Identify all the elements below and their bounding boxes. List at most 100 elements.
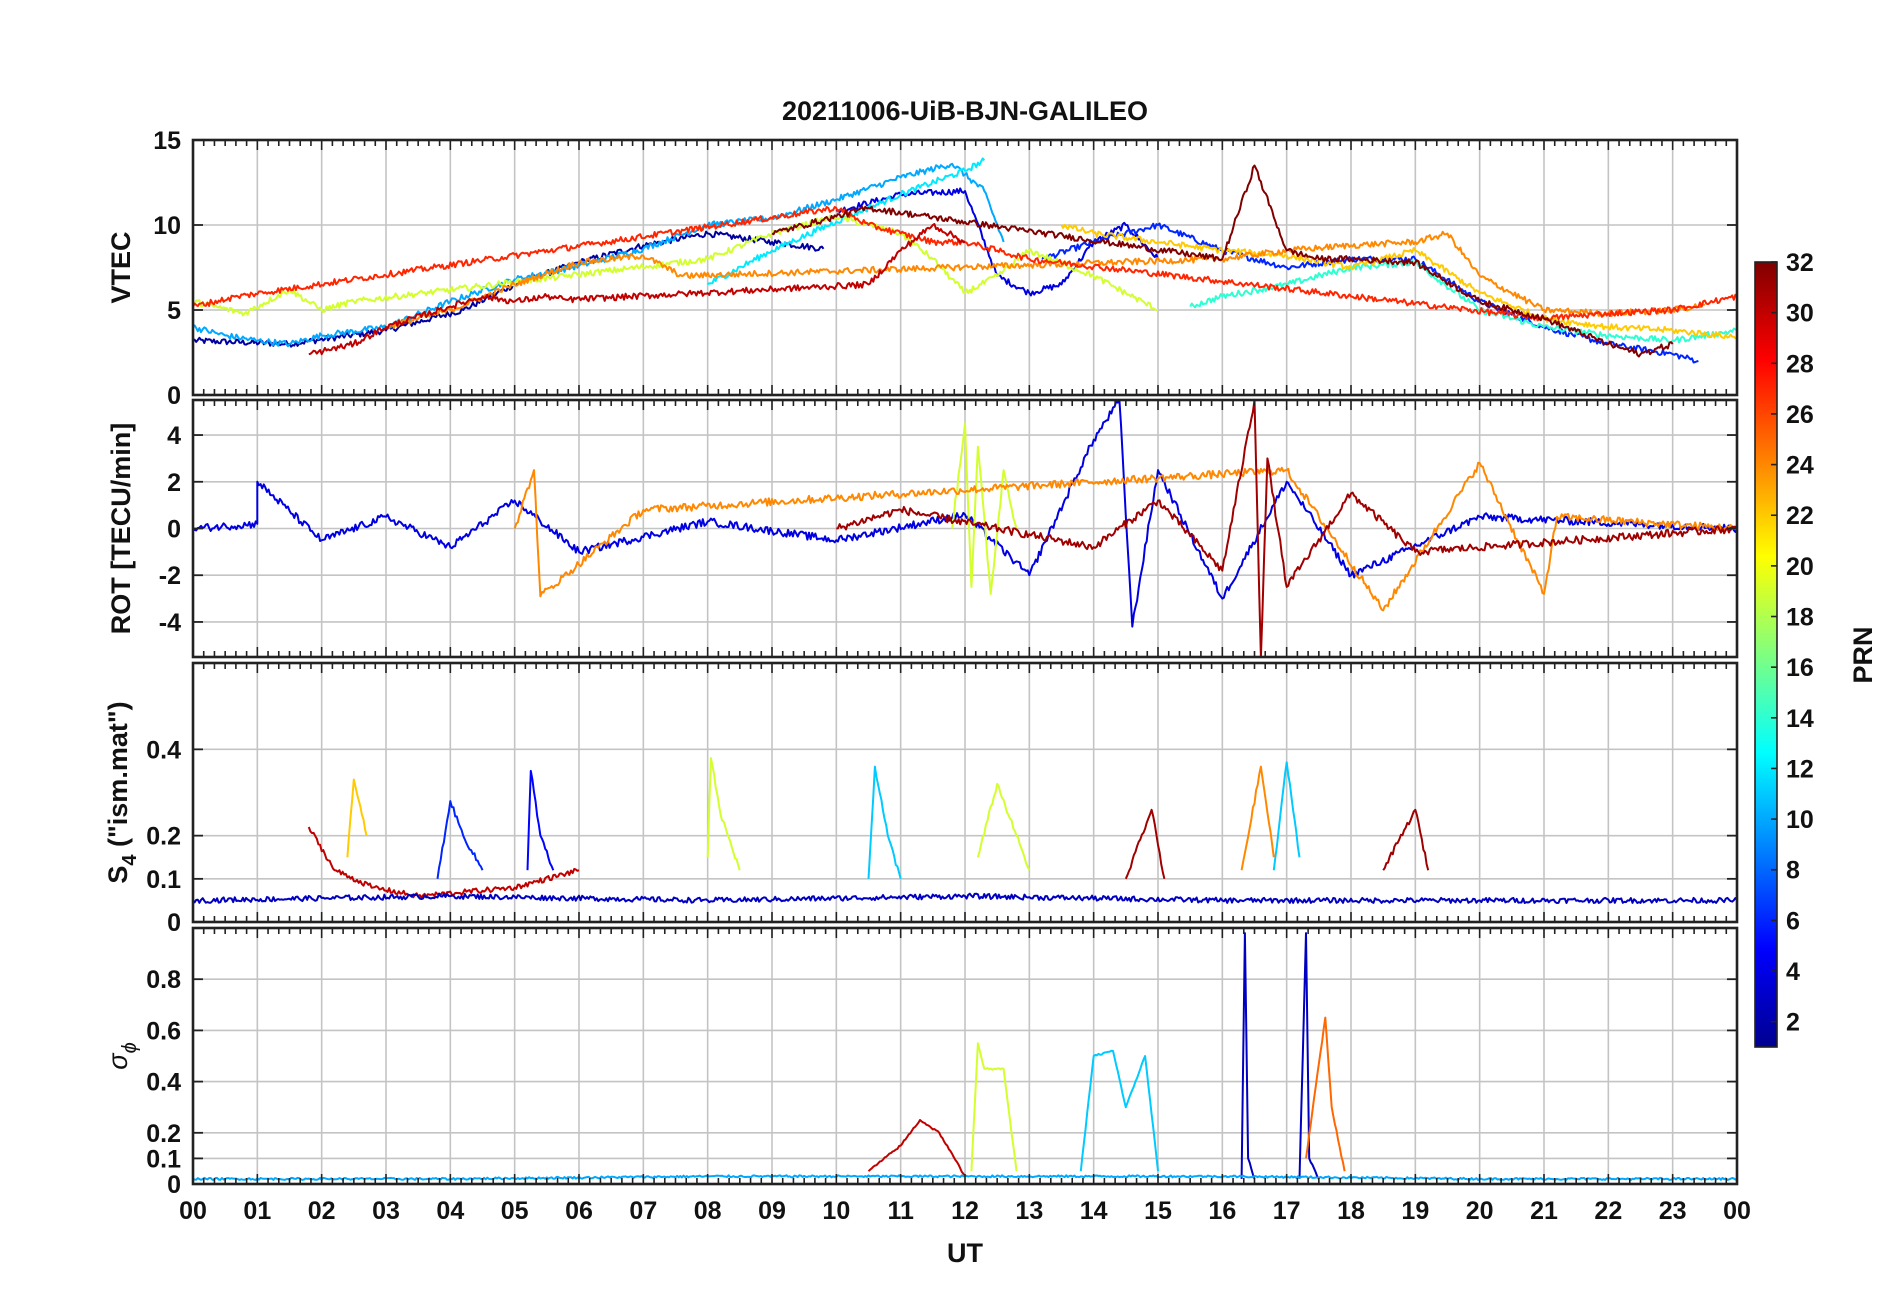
x-tick-label: 06: [565, 1197, 593, 1225]
x-tick-label: 08: [694, 1197, 722, 1225]
series-line-prn-10: [193, 162, 1005, 348]
colorbar-tick-label: 24: [1786, 452, 1814, 480]
colorbar-tick-label: 14: [1786, 705, 1814, 733]
series-group: [193, 157, 1737, 364]
series-line-prn-3: [1298, 932, 1320, 1180]
y-tick-label: 0.4: [146, 736, 181, 764]
y-axis-label-vtec: VTEC: [106, 231, 136, 303]
panel-rot: -4 -2 0 2 4 ROT [TECU/min]: [106, 398, 1739, 659]
colorbar-tick-label: 20: [1786, 553, 1814, 581]
series-group: [193, 400, 1737, 657]
x-tick-label: 12: [951, 1197, 979, 1225]
x-tick-label: 16: [1208, 1197, 1236, 1225]
x-tick-label: 04: [436, 1197, 464, 1225]
x-tick-label: 17: [1273, 1197, 1301, 1225]
series-line-prn-11: [1272, 761, 1301, 871]
colorbar-tick-label: 32: [1786, 249, 1814, 277]
colorbar-tick-label: 6: [1786, 907, 1800, 935]
x-tick-label: 00: [1723, 1197, 1751, 1225]
y-axis-label-sigphi: σϕ: [103, 1042, 141, 1069]
panel-vtec: 0 5 10 15 VTEC: [106, 127, 1739, 410]
colorbar-tick-label: 8: [1786, 857, 1800, 885]
x-tick-label: 00: [179, 1197, 207, 1225]
y-tick-label: 15: [153, 127, 181, 155]
colorbar-tick-label: 18: [1786, 604, 1814, 632]
y-tick-label: 0.2: [146, 1120, 181, 1148]
x-tick-label: 22: [1594, 1197, 1622, 1225]
series-line-prn-30: [308, 223, 966, 356]
y-tick-label: 0.8: [146, 966, 181, 994]
y-tick-label: 2: [167, 469, 181, 497]
x-tick-label: 23: [1659, 1197, 1687, 1225]
series-line-prn-19: [706, 757, 741, 871]
series-line-prn-2: [193, 230, 825, 348]
panel-s4: 00.10.20.4S4 ("ism.mat"): [103, 661, 1739, 937]
y-axis-label-subscript: 4: [119, 854, 141, 866]
series-line-prn-14: [1189, 259, 1737, 344]
x-tick-label: 05: [501, 1197, 529, 1225]
series-line-prn-25: [1305, 1016, 1346, 1172]
y-axis-label-main: σ: [103, 1052, 133, 1070]
colorbar-tick-label: 26: [1786, 401, 1814, 429]
y-tick-label: 0.6: [146, 1017, 181, 1045]
panel-sigphi: 00.10.2 0.4 0.6 0.8 σϕ: [103, 926, 1739, 1199]
y-axis-label-subscript: ϕ: [119, 1042, 141, 1053]
series-line-prn-19: [193, 214, 1158, 317]
series-line-prn-22: [346, 778, 368, 858]
colorbar-gradient: [1754, 261, 1778, 1048]
x-axis-label: UT: [947, 1238, 983, 1268]
y-tick-label: 0.4: [146, 1069, 181, 1097]
x-tick-label: 09: [758, 1197, 786, 1225]
x-tick-label: 10: [822, 1197, 850, 1225]
x-tick-label: 13: [1015, 1197, 1043, 1225]
series-line-prn-11: [867, 765, 902, 880]
series-line-prn-5: [526, 769, 555, 871]
y-axis-label-main: S: [103, 866, 133, 884]
x-tick-label: 07: [629, 1197, 657, 1225]
series-line-prn-24: [385, 230, 1706, 330]
x-tick-label: 14: [1080, 1197, 1108, 1225]
series-line-prn-6: [436, 800, 484, 879]
colorbar-label: PRN: [1848, 626, 1878, 683]
y-tick-label: 0.1: [146, 1145, 181, 1173]
y-tick-label: 0: [167, 516, 181, 544]
colorbar-tick-label: 30: [1786, 300, 1814, 328]
colorbar-tick-label: 12: [1786, 755, 1814, 783]
y-tick-label: 0.1: [146, 866, 181, 894]
series-line-prn-24: [513, 461, 1737, 612]
series-line-prn-19: [951, 422, 1018, 595]
y-tick-label: 0.2: [146, 823, 181, 851]
series-line-prn-3: [1240, 932, 1256, 1180]
series-line-prn-6: [1041, 222, 1699, 364]
series-line-prn-19: [976, 782, 1031, 871]
colorbar-tick-label: 4: [1786, 958, 1800, 986]
colorbar-tick-label: 28: [1786, 350, 1814, 378]
y-tick-label: 0: [167, 1171, 181, 1199]
x-tick-label: 20: [1466, 1197, 1494, 1225]
x-tick-labels: 00 01 02 03 04 05 06 07 08 09 10 11 12 13 14 15 16 17 18 19…: [179, 1197, 1751, 1225]
x-tick-label: 18: [1337, 1197, 1365, 1225]
x-tick-label: 11: [887, 1197, 914, 1225]
series-line-prn-31: [1382, 808, 1430, 871]
series-line-prn-3: [193, 892, 1737, 904]
colorbar-tick-label: 10: [1786, 806, 1814, 834]
series-line-prn-31: [1124, 808, 1166, 880]
series-line-prn-11: [1079, 1049, 1159, 1172]
series-group: [193, 757, 1737, 904]
series-line-prn-4: [193, 400, 1737, 628]
y-tick-label: 10: [153, 212, 181, 240]
y-tick-label: -4: [159, 609, 181, 637]
series-line-prn-30: [867, 1119, 966, 1177]
series-line-prn-30: [307, 826, 580, 899]
x-tick-label: 02: [308, 1197, 336, 1225]
series-line-prn-19: [970, 1042, 1018, 1172]
series-line-prn-31: [836, 400, 1737, 657]
y-axis-label-rot: ROT [TECU/min]: [106, 423, 136, 634]
y-tick-label: 4: [167, 422, 181, 450]
x-tick-label: 01: [243, 1197, 271, 1225]
x-tick-label: 21: [1530, 1197, 1558, 1225]
